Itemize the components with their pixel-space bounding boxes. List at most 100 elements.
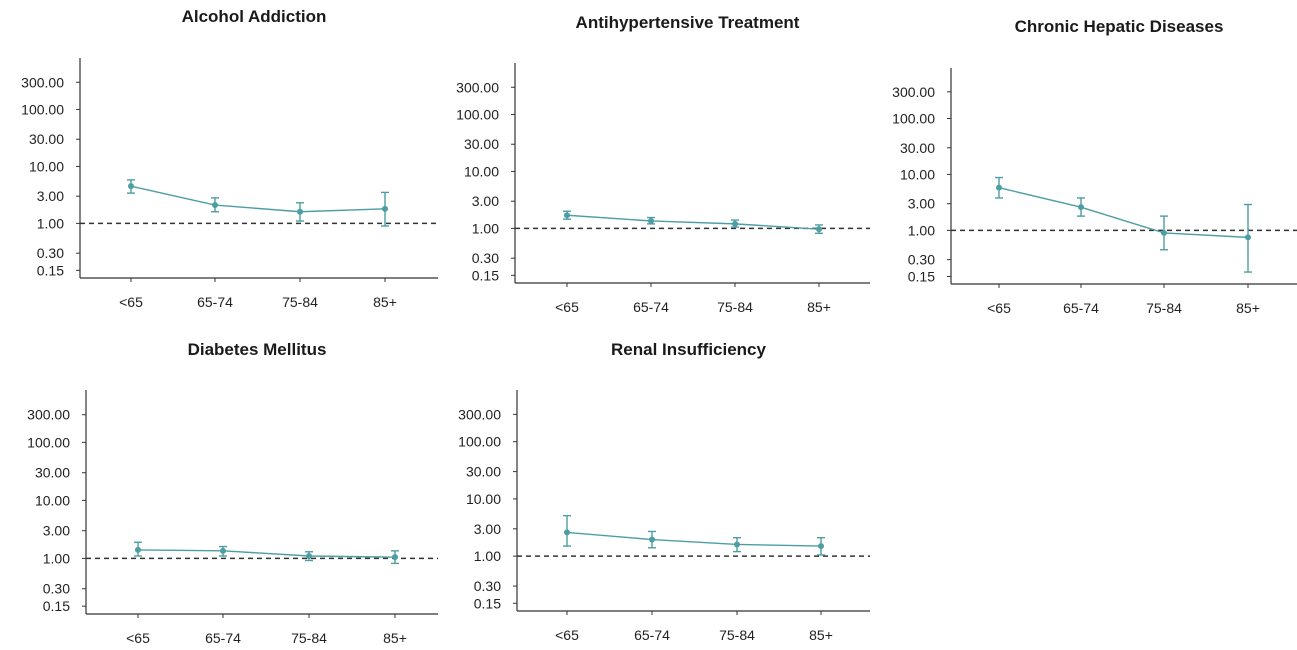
y-tick-label: 30.00 bbox=[29, 131, 64, 147]
y-tick-label: 0.30 bbox=[43, 581, 70, 597]
y-tick-label: 0.30 bbox=[472, 250, 499, 266]
series-line bbox=[566, 214, 820, 230]
x-tick-label: 65-74 bbox=[633, 299, 669, 315]
y-tick-label: 100.00 bbox=[456, 106, 499, 122]
y-tick-label: 0.15 bbox=[908, 268, 935, 284]
x-tick-label: <65 bbox=[555, 627, 579, 643]
x-tick-label: 85+ bbox=[383, 630, 407, 646]
data-point bbox=[648, 217, 654, 224]
chart-renal-insufficiency: Renal Insufficiency 0.150.30 1.00 3.00 10.00… bbox=[458, 340, 870, 643]
x-tick-label: 75-84 bbox=[291, 630, 327, 646]
chart-antihypertensive-treatment: Antihypertensive Treatment 0.150.30 1.00 3.… bbox=[456, 13, 870, 315]
x-tick-label: 75-84 bbox=[717, 299, 753, 315]
data-point bbox=[212, 202, 218, 209]
data-point bbox=[816, 226, 822, 233]
series-line bbox=[566, 531, 822, 547]
panel-diabetes-mellitus: Diabetes Mellitus 0.15 0.30 1.00 3.00 10.00 30… bbox=[0, 325, 438, 650]
y-tick-label: 3.00 bbox=[43, 523, 70, 539]
x-tick-label: 65-74 bbox=[634, 627, 670, 643]
data-point bbox=[297, 208, 303, 215]
x-tick-label: 75-84 bbox=[719, 627, 755, 643]
y-tick-label: 3.00 bbox=[472, 193, 499, 209]
panel-chronic-hepatic-diseases: Chronic Hepatic Diseases 0.15 0.30 1.00 3.00… bbox=[871, 0, 1297, 325]
data-point bbox=[564, 529, 570, 536]
y-tick-label: 1.00 bbox=[472, 220, 499, 236]
chart-diabetes-mellitus: Diabetes Mellitus 0.150.30 1.00 3.00 10.00 30… bbox=[27, 340, 438, 646]
y-tick-label: 1.00 bbox=[908, 222, 935, 238]
x-tick-label: 65-74 bbox=[205, 630, 241, 646]
x-tick-label: 75-84 bbox=[1146, 300, 1182, 316]
y-tick-label: 3.00 bbox=[908, 196, 935, 212]
y-tick-label: 10.00 bbox=[900, 166, 935, 182]
data-point bbox=[128, 183, 134, 190]
y-tick-label: 30.00 bbox=[35, 465, 70, 481]
x-tick-label: <65 bbox=[987, 300, 1011, 316]
y-tick-label: 1.00 bbox=[37, 215, 64, 231]
x-tick-label: <65 bbox=[126, 630, 150, 646]
y-tick-label: 0.30 bbox=[474, 578, 501, 594]
data-point bbox=[1245, 234, 1251, 241]
x-tick-label: 65-74 bbox=[197, 294, 233, 310]
chart-title: Alcohol Addiction bbox=[182, 7, 327, 26]
y-tick-label: 10.00 bbox=[466, 491, 501, 507]
y-tick-label: 10.00 bbox=[35, 492, 70, 508]
y-tick-label: 1.00 bbox=[43, 550, 70, 566]
chart-title: Chronic Hepatic Diseases bbox=[1015, 17, 1224, 36]
panel-alcohol-addiction: Alcohol Addiction 0.15 0.30 1.00 3.00 10.00 30… bbox=[0, 0, 438, 325]
y-tick-label: 0.15 bbox=[43, 598, 70, 614]
panel-renal-insufficiency: Renal Insufficiency 0.15 0.30 1.00 3.00 10.00… bbox=[435, 325, 870, 650]
y-tick-label: 0.30 bbox=[908, 252, 935, 268]
data-point bbox=[818, 543, 824, 550]
y-tick-label: 300.00 bbox=[27, 407, 70, 423]
data-point bbox=[734, 541, 740, 548]
y-tick-label: 30.00 bbox=[464, 136, 499, 152]
data-point bbox=[996, 184, 1002, 191]
chart-alcohol-addiction: Alcohol Addiction 0.150.30 1.00 3.00 10.00 30… bbox=[21, 7, 438, 310]
series-line bbox=[137, 549, 396, 558]
x-tick-label: 65-74 bbox=[1063, 300, 1099, 316]
series-line bbox=[998, 186, 1249, 239]
chart-title: Diabetes Mellitus bbox=[188, 340, 327, 359]
y-tick-label: 0.15 bbox=[474, 595, 501, 611]
data-point bbox=[306, 552, 312, 559]
data-point bbox=[135, 546, 141, 553]
y-tick-label: 10.00 bbox=[464, 163, 499, 179]
data-point bbox=[220, 547, 226, 554]
y-tick-label: 1.00 bbox=[474, 548, 501, 564]
y-tick-label: 100.00 bbox=[27, 434, 70, 450]
data-point bbox=[649, 536, 655, 543]
data-point bbox=[1078, 204, 1084, 211]
y-tick-label: 30.00 bbox=[466, 464, 501, 480]
y-tick-label: 300.00 bbox=[892, 84, 935, 100]
data-point bbox=[382, 205, 388, 212]
y-tick-label: 100.00 bbox=[458, 434, 501, 450]
y-tick-label: 300.00 bbox=[458, 406, 501, 422]
y-tick-label: 10.00 bbox=[29, 158, 64, 174]
data-point bbox=[392, 554, 398, 561]
y-tick-label: 30.00 bbox=[900, 140, 935, 156]
x-tick-label: 85+ bbox=[807, 299, 831, 315]
y-tick-label: 300.00 bbox=[21, 74, 64, 90]
x-tick-label: 75-84 bbox=[282, 294, 318, 310]
y-tick-label: 100.00 bbox=[892, 111, 935, 127]
y-tick-label: 3.00 bbox=[474, 521, 501, 537]
y-tick-label: 300.00 bbox=[456, 79, 499, 95]
x-tick-label: 85+ bbox=[1236, 300, 1260, 316]
chart-title: Antihypertensive Treatment bbox=[576, 13, 800, 32]
x-tick-label: <65 bbox=[555, 299, 579, 315]
y-tick-label: 0.15 bbox=[472, 267, 499, 283]
data-point bbox=[1161, 229, 1167, 236]
x-tick-label: 85+ bbox=[809, 627, 833, 643]
y-tick-label: 3.00 bbox=[37, 188, 64, 204]
x-tick-label: 85+ bbox=[373, 294, 397, 310]
y-tick-label: 0.15 bbox=[37, 262, 64, 278]
data-point bbox=[564, 212, 570, 219]
data-point bbox=[732, 220, 738, 227]
series-line bbox=[130, 185, 386, 213]
x-tick-label: <65 bbox=[119, 294, 143, 310]
chart-chronic-hepatic-diseases: Chronic Hepatic Diseases 0.150.30 1.00 3.00… bbox=[892, 17, 1297, 316]
y-tick-label: 100.00 bbox=[21, 101, 64, 117]
y-tick-label: 0.30 bbox=[37, 245, 64, 261]
chart-title: Renal Insufficiency bbox=[611, 340, 766, 359]
panel-antihypertensive-treatment: Antihypertensive Treatment 0.15 0.30 1.00 3.… bbox=[435, 0, 870, 325]
